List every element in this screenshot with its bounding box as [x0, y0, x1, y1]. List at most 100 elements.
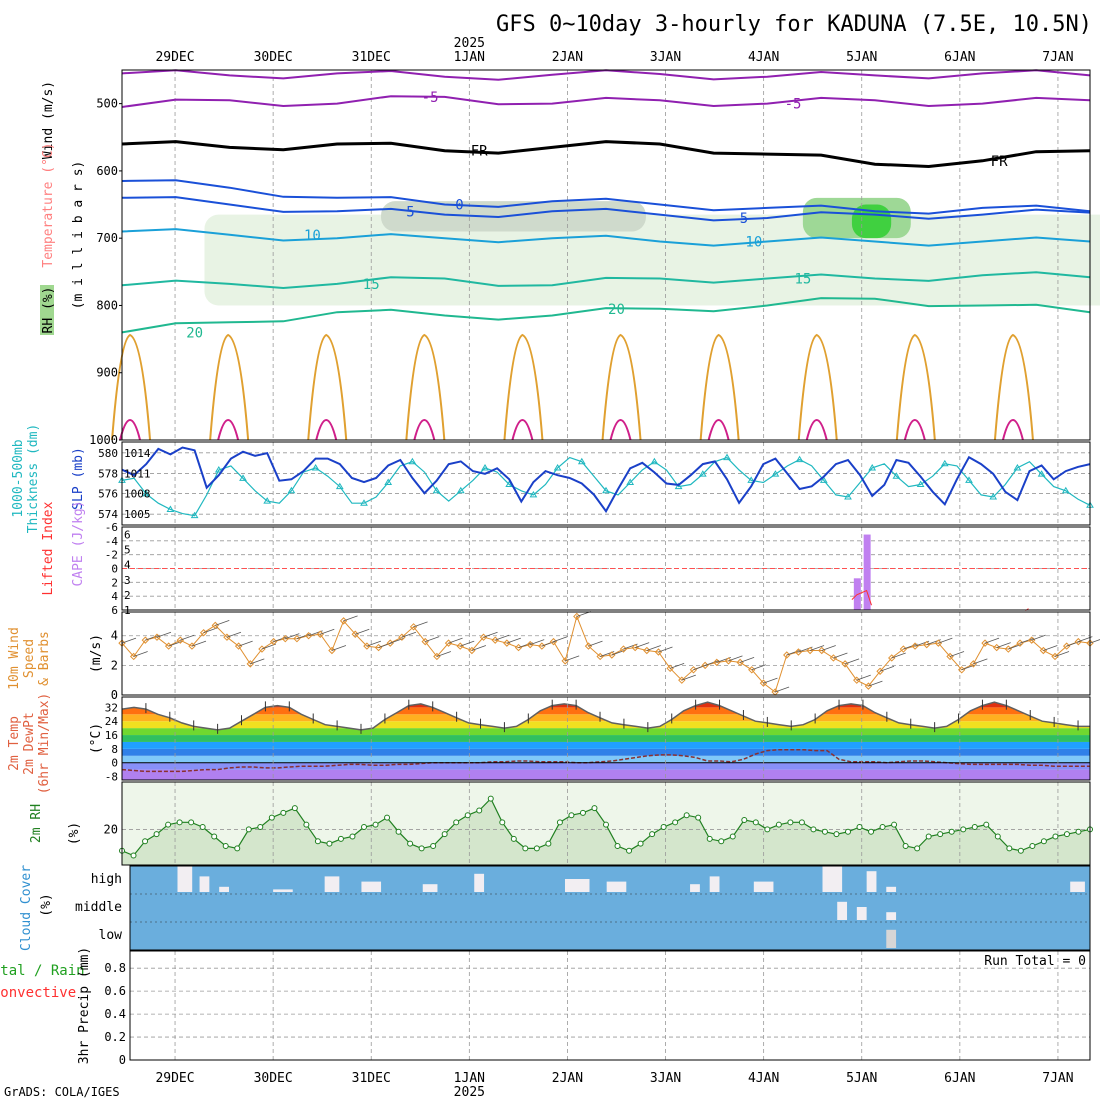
low-level-contour [897, 335, 935, 440]
y-tick-label-right: 5 [124, 544, 131, 557]
date-label-bottom: 31DEC [352, 1071, 391, 1086]
rh-point [235, 846, 240, 851]
rh-point [166, 822, 171, 827]
date-label-top: 6JAN [944, 50, 975, 65]
rh-point [569, 813, 574, 818]
low-level-contour [414, 420, 434, 440]
panel-label: & Barbs [37, 631, 52, 686]
chart-title: GFS 0~10day 3-hourly for KADUNA (7.5E, 1… [496, 12, 1092, 37]
panel-label: 10m Wind [7, 627, 22, 690]
wind-barb [484, 632, 498, 637]
rh-point [730, 834, 735, 839]
y-tick-label-left: 0 [111, 563, 118, 576]
cloud-bar [837, 902, 847, 920]
y-axis-label: (°C) [89, 723, 104, 754]
low-level-contour [709, 420, 729, 440]
rh-point [1053, 834, 1058, 839]
rh-point [338, 836, 343, 841]
y-tick-label: 900 [96, 366, 118, 380]
date-label-top: 7JAN [1042, 50, 1073, 65]
wind-barb [227, 632, 241, 637]
y-tick-label: 1000 [89, 433, 118, 447]
contour-label: 5 [406, 204, 414, 220]
date-label-bottom: 1JAN [454, 1071, 485, 1086]
temp-band [122, 728, 1090, 735]
rh-point [834, 832, 839, 837]
low-level-contour [316, 420, 336, 440]
rh-point [143, 839, 148, 844]
panel-frame [122, 612, 1090, 695]
panel-label: 2m RH [29, 804, 44, 843]
wind-barb [822, 646, 836, 651]
rh-point [523, 846, 528, 851]
rh-point [892, 822, 897, 827]
date-label-bottom: 30DEC [254, 1071, 293, 1086]
panel-label: CAPE (J/kg) [71, 500, 86, 586]
rh-point [1064, 832, 1069, 837]
y-tick-label: 600 [96, 164, 118, 178]
rh-point [799, 820, 804, 825]
y-tick-label: 4 [111, 629, 118, 643]
rh-shade [204, 215, 1100, 306]
temperature-contour [122, 96, 1090, 107]
cloud-bar [1070, 882, 1085, 892]
rh-point [1018, 848, 1023, 853]
cloud-bar [565, 879, 590, 892]
rh-point [246, 827, 251, 832]
wind-barb [938, 638, 952, 643]
contour-label: 15 [794, 272, 811, 288]
date-label-bottom: 6JAN [944, 1071, 975, 1086]
y-axis-label: (m/s) [89, 634, 104, 673]
cloud-bar [219, 887, 229, 892]
panel-label: Convective [0, 985, 76, 1001]
wind-barb [892, 653, 906, 658]
rh-point [477, 808, 482, 813]
y-tick-label: 0.6 [104, 984, 126, 998]
date-axis-top: 29DEC 30DEC 31DEC 1JAN 2JAN 3JAN 4JAN 5JAN 6JAN 7… [155, 36, 1073, 65]
panel-label: Temperature (°C) [41, 142, 56, 267]
date-label-bottom: 7JAN [1042, 1071, 1073, 1086]
rh-point [1030, 844, 1035, 849]
wind-barb [239, 641, 253, 646]
y-tick-label-right: 3 [124, 574, 131, 587]
cloud-bar [867, 871, 877, 892]
rh-point [719, 839, 724, 844]
date-label-bottom: 2JAN [552, 1071, 583, 1086]
wind-barb [122, 638, 136, 643]
year-label-top: 2025 [454, 36, 485, 51]
y-tick-label: 32 [105, 701, 118, 714]
rh-point [696, 815, 701, 820]
rh-point [661, 825, 666, 830]
panel-label: (6hr Min/Max) [37, 693, 52, 795]
panel-rh2m: 20 2m RH (%) [29, 782, 1093, 865]
rh-point [938, 832, 943, 837]
rh-point [408, 841, 413, 846]
y-tick-label-right: 4 [124, 559, 131, 572]
wind-barb [355, 629, 369, 634]
rh-point [1041, 839, 1046, 844]
rh-point [592, 806, 597, 811]
low-level-contour [210, 335, 248, 440]
y-tick-label-right: 1014 [124, 447, 151, 460]
temp-band [122, 742, 1090, 749]
contour-label: -5 [422, 90, 439, 106]
wind-barb [845, 659, 859, 664]
cloud-bar [361, 882, 381, 892]
temp-band [122, 770, 1090, 780]
rh-point [880, 825, 885, 830]
low-level-contour [112, 335, 150, 440]
rh-point [373, 822, 378, 827]
rh-point [673, 820, 678, 825]
y-tick-label-right: 1011 [124, 468, 151, 481]
wind-barb [460, 641, 474, 646]
rh-point [442, 832, 447, 837]
date-label-top: 2JAN [552, 50, 583, 65]
y-tick-label-right: 1008 [124, 487, 151, 500]
low-level-contour [603, 335, 641, 440]
low-level-contour [611, 420, 631, 440]
wind-barb [449, 638, 463, 643]
panel-label: Thickness (dm) [26, 424, 41, 534]
low-level-contour [799, 335, 837, 440]
wind-barb [950, 651, 964, 656]
